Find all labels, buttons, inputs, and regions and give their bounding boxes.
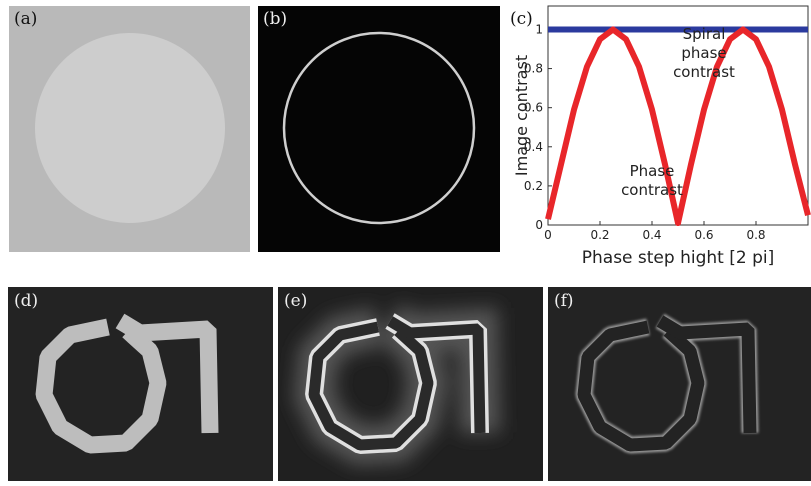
annotation-line: contrast — [621, 181, 683, 199]
image-b — [258, 6, 500, 252]
phase-disk — [35, 33, 225, 223]
panel-label: (e) — [284, 291, 307, 311]
annotation-line: phase — [681, 44, 726, 62]
x-tick-label: 0.4 — [642, 228, 661, 242]
y-axis-label: Image contrast — [512, 55, 531, 176]
panel-label: (d) — [14, 291, 38, 311]
panel-label: (f) — [554, 291, 574, 311]
figure: (a) (b) (c) 00.20.40.60.800.20.40.60.81P… — [0, 0, 811, 486]
x-tick-label: 0.2 — [590, 228, 609, 242]
annotation-line: contrast — [673, 63, 735, 81]
panel-label: (a) — [14, 9, 37, 29]
annotation-line: Spiral — [683, 25, 726, 43]
panel-label: (c) — [510, 9, 533, 29]
panel-label: (b) — [263, 9, 287, 29]
y-tick-label: 0.2 — [524, 179, 543, 193]
x-tick-label: 0.8 — [746, 228, 765, 242]
annotation-line: Phase — [630, 162, 675, 180]
y-tick-label: 1 — [535, 22, 543, 36]
x-axis-label: Phase step hight [2 pi] — [582, 248, 774, 268]
x-tick-label: 0 — [544, 228, 552, 242]
y-tick-label: 0 — [535, 218, 543, 232]
x-tick-label: 0.6 — [694, 228, 713, 242]
